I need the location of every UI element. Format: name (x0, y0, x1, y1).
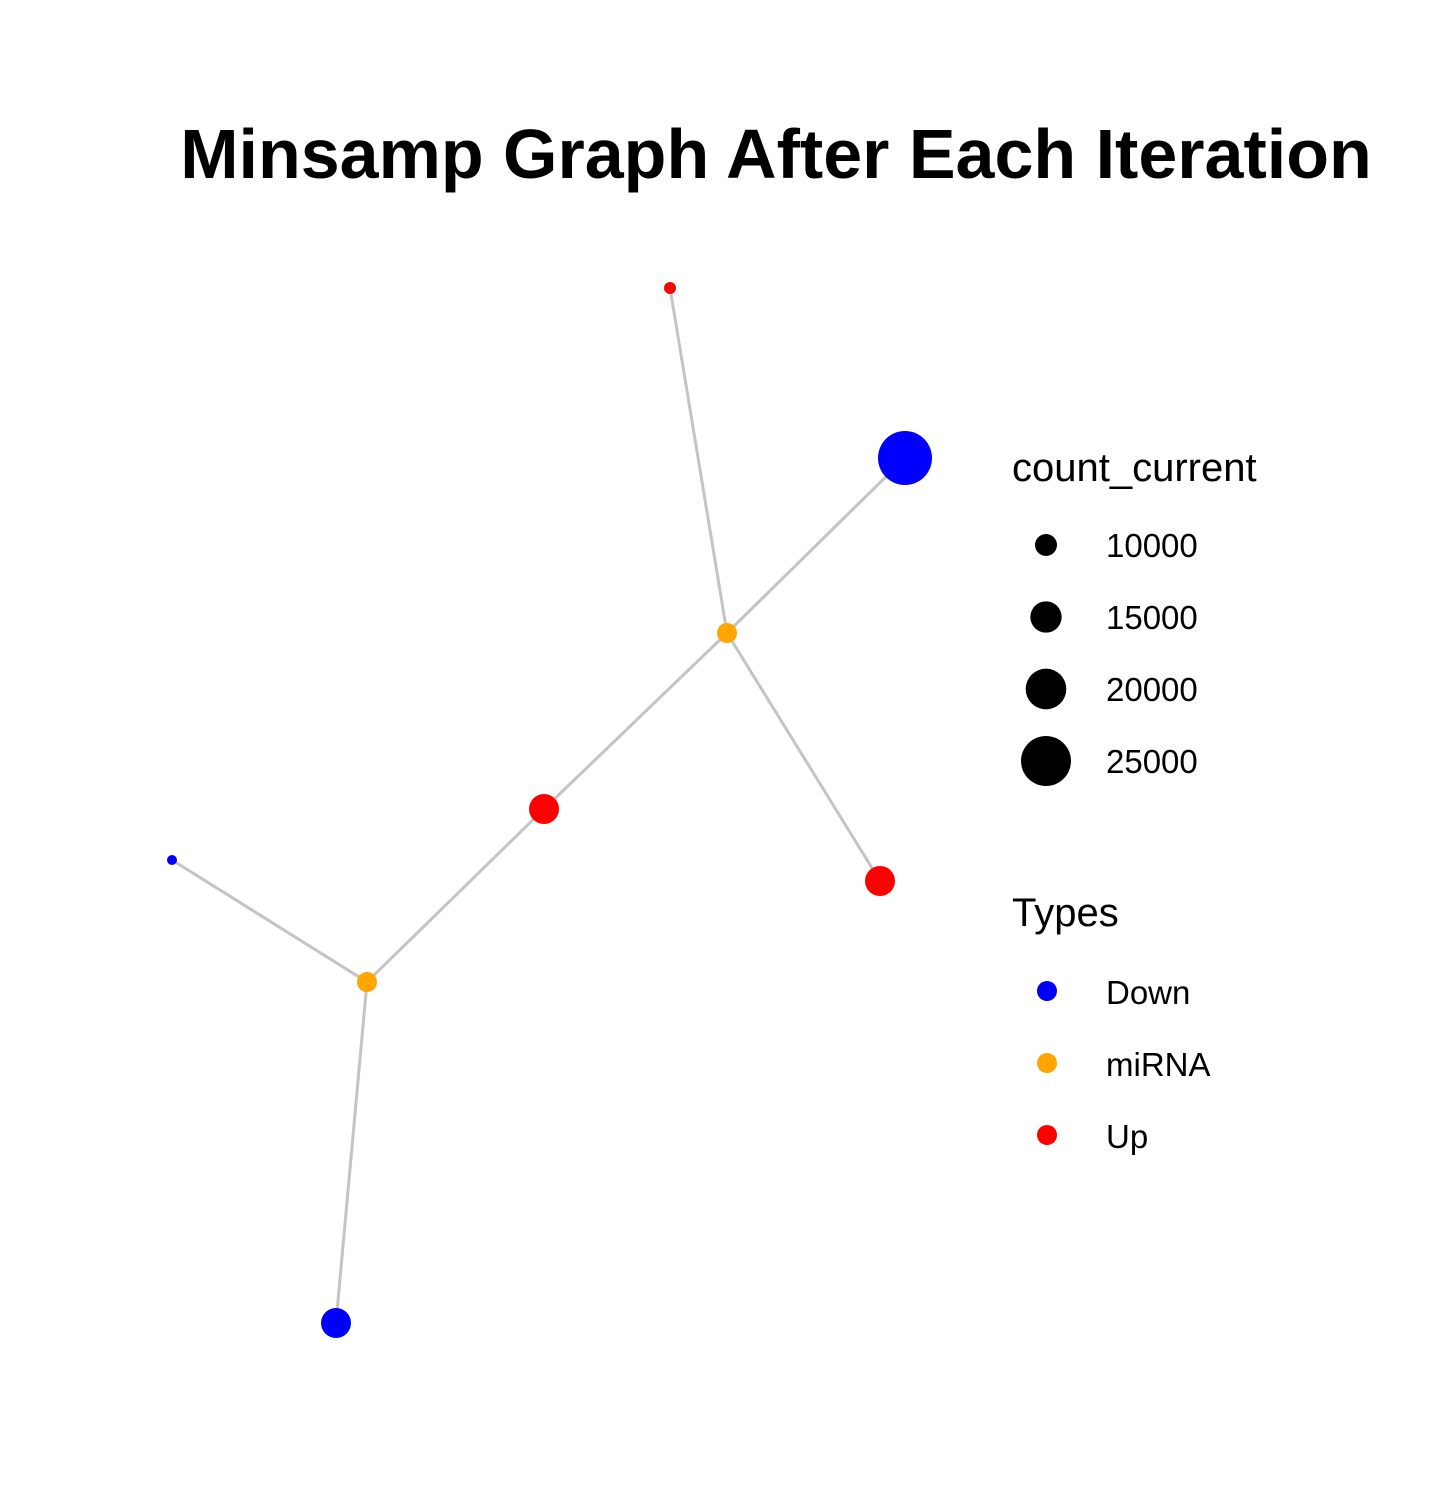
size-legend-key-20000 (1025, 668, 1067, 710)
edge-mirna-lower-to-down-small (171, 858, 368, 984)
node-up-top (664, 282, 676, 294)
edge-mirna-upper-to-up-middle (542, 631, 729, 811)
size-legend-label-10000: 10000 (1106, 527, 1198, 564)
node-down-bottom (321, 1308, 351, 1338)
edge-mirna-upper-to-down-large (725, 456, 907, 635)
types-legend-key-Down (1037, 981, 1057, 1001)
types-legend: Types Down miRNA Up (1012, 891, 1211, 1155)
node-mirna-upper (717, 623, 737, 643)
node-up-middle (529, 794, 559, 824)
size-legend-key-10000 (1035, 534, 1057, 556)
node-down-small (167, 855, 177, 865)
size-legend-label-15000: 15000 (1106, 599, 1198, 636)
edge-mirna-lower-to-down-bottom (334, 981, 369, 1324)
size-legend-entries: 10000 15000 20000 25000 (1021, 527, 1198, 786)
size-legend: count_current 10000 15000 20000 25000 (1012, 446, 1257, 786)
size-legend-title: count_current (1012, 446, 1257, 490)
node-down-large (878, 431, 932, 485)
types-legend-label-Up: Up (1106, 1118, 1148, 1155)
types-legend-key-Up (1037, 1125, 1057, 1145)
graph-title: Minsamp Graph After Each Iteration (180, 115, 1372, 193)
types-legend-title: Types (1012, 891, 1119, 935)
node-up-right (865, 866, 895, 896)
size-legend-label-25000: 25000 (1106, 743, 1198, 780)
size-legend-key-15000 (1030, 601, 1062, 633)
types-legend-key-miRNA (1037, 1053, 1057, 1073)
types-legend-label-Down: Down (1106, 974, 1190, 1011)
edge-mirna-upper-to-up-top (668, 287, 729, 634)
node-mirna-lower (357, 972, 377, 992)
size-legend-key-25000 (1021, 736, 1071, 786)
edges-layer (171, 287, 907, 1324)
types-legend-entries: Down miRNA Up (1037, 974, 1211, 1155)
size-legend-label-20000: 20000 (1106, 671, 1198, 708)
types-legend-label-miRNA: miRNA (1106, 1046, 1211, 1083)
nodes-layer (167, 282, 932, 1338)
edge-mirna-upper-to-up-right (725, 632, 882, 882)
edge-up-middle-to-mirna-lower (365, 807, 546, 984)
